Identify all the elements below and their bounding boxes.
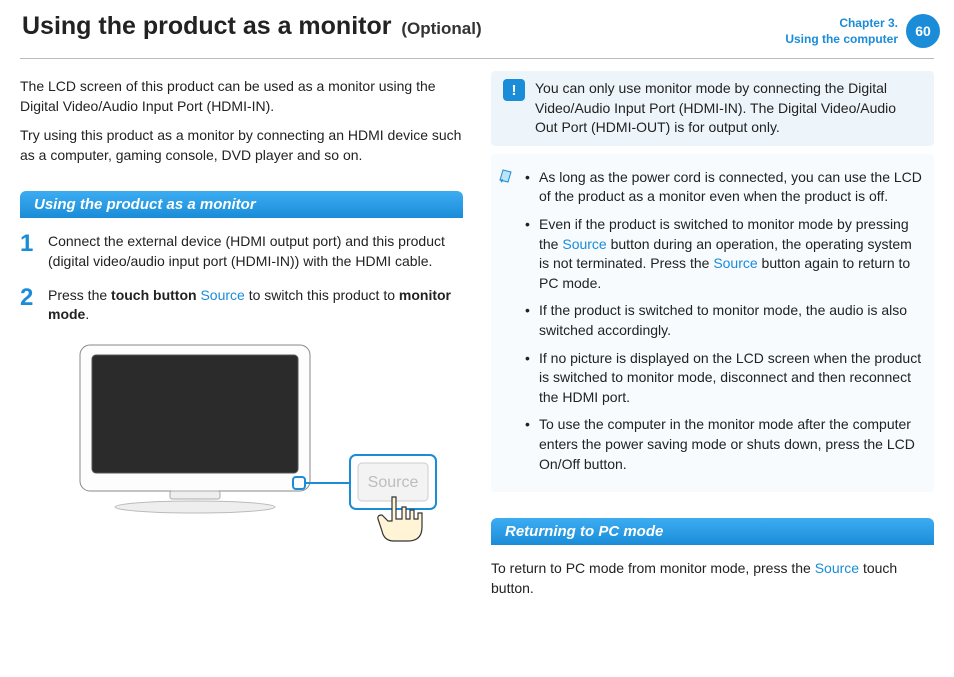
note-item: As long as the power cord is connected, …	[525, 168, 922, 207]
source-label: Source	[713, 255, 757, 271]
page-header: Using the product as a monitor (Optional…	[0, 0, 954, 54]
monitor-illustration: Source	[20, 339, 463, 549]
step-number: 2	[20, 286, 38, 325]
intro-paragraph: The LCD screen of this product can be us…	[20, 77, 463, 116]
chapter-line1: Chapter 3.	[785, 16, 898, 32]
source-label: Source	[815, 560, 859, 576]
source-button-text: Source	[368, 474, 419, 491]
note-text: As long as the power cord is connected, …	[539, 169, 922, 205]
chapter-label: Chapter 3. Using the computer	[785, 12, 898, 47]
section-heading: Using the product as a monitor	[20, 191, 463, 218]
alert-text: You can only use monitor mode by connect…	[535, 79, 922, 138]
alert-icon: !	[503, 79, 525, 101]
step-text: Connect the external device (HDMI output…	[48, 232, 463, 271]
return-text: To return to PC mode from monitor mode, …	[491, 559, 934, 598]
note-icon	[497, 164, 519, 482]
source-label: Source	[562, 236, 606, 252]
step-number: 1	[20, 232, 38, 271]
note-item: To use the computer in the monitor mode …	[525, 415, 922, 474]
note-item: If no picture is displayed on the LCD sc…	[525, 349, 922, 408]
note-text: To use the computer in the monitor mode …	[539, 416, 915, 471]
step-text-bold: touch button	[111, 287, 200, 303]
right-column: ! You can only use monitor mode by conne…	[491, 71, 934, 598]
note-text: If the product is switched to monitor mo…	[539, 302, 907, 338]
step-text-part: Press the	[48, 287, 111, 303]
alert-box: ! You can only use monitor mode by conne…	[491, 71, 934, 146]
page-title: Using the product as a monitor	[22, 12, 391, 40]
note-box: As long as the power cord is connected, …	[491, 154, 934, 492]
page-subtitle: (Optional)	[401, 19, 481, 38]
note-list: As long as the power cord is connected, …	[525, 164, 922, 482]
intro-paragraph: Try using this product as a monitor by c…	[20, 126, 463, 165]
note-item: Even if the product is switched to monit…	[525, 215, 922, 293]
section-heading: Returning to PC mode	[491, 518, 934, 545]
page-number-badge: 60	[906, 14, 940, 48]
step-item: 1 Connect the external device (HDMI outp…	[20, 232, 463, 271]
header-rule	[20, 58, 934, 59]
step-text: Press the touch button Source to switch …	[48, 286, 463, 325]
step-item: 2 Press the touch button Source to switc…	[20, 286, 463, 325]
left-column: The LCD screen of this product can be us…	[20, 71, 463, 598]
step-text-part: to switch this product to	[245, 287, 399, 303]
intro-block: The LCD screen of this product can be us…	[20, 77, 463, 165]
note-text: If no picture is displayed on the LCD sc…	[539, 350, 921, 405]
return-text-part: To return to PC mode from monitor mode, …	[491, 560, 815, 576]
note-item: If the product is switched to monitor mo…	[525, 301, 922, 340]
source-label: Source	[200, 287, 244, 303]
step-text-part: .	[85, 306, 89, 322]
chapter-line2: Using the computer	[785, 32, 898, 48]
